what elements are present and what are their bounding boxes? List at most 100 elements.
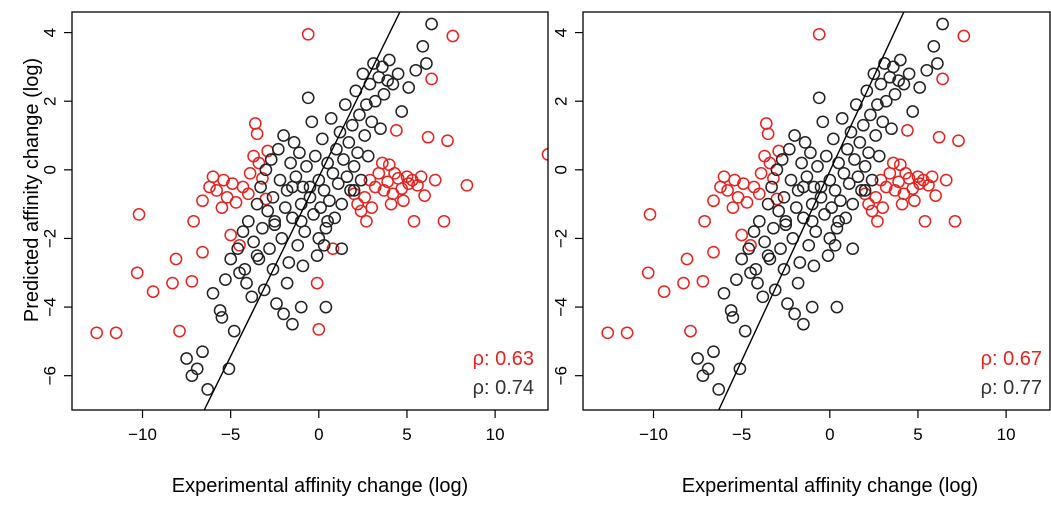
data-point-black: [308, 149, 322, 163]
data-point-black: [326, 166, 340, 180]
data-point-black: [851, 170, 865, 184]
data-point-black: [811, 160, 824, 173]
data-point-black: [250, 249, 264, 262]
data-point-red: [883, 166, 897, 180]
data-point-black: [805, 300, 819, 314]
data-point-red: [185, 274, 199, 288]
data-point-black: [902, 67, 916, 81]
data-point-black: [180, 352, 193, 365]
data-point-black: [860, 84, 874, 98]
data-point-black: [222, 362, 236, 376]
data-point-black: [897, 77, 911, 91]
data-point-black: [826, 132, 840, 146]
data-point-black: [809, 225, 823, 238]
data-point-black: [730, 273, 743, 286]
data-point-black: [777, 262, 791, 276]
data-point-black: [712, 383, 726, 396]
data-point-black: [236, 225, 250, 238]
data-point-red: [761, 127, 775, 141]
fit-line: [203, 12, 401, 410]
data-point-black: [691, 352, 704, 365]
data-point-black: [264, 153, 278, 166]
data-point-black: [291, 238, 305, 252]
data-point-black: [294, 197, 308, 211]
data-point-black: [315, 132, 329, 146]
data-point-red: [326, 242, 340, 256]
data-point-black: [782, 142, 796, 156]
fit-line: [718, 12, 905, 410]
data-point-red: [301, 27, 315, 41]
data-point-black: [797, 317, 810, 331]
x-tick-label: 10: [997, 425, 1016, 444]
data-point-red: [936, 72, 949, 86]
data-point-black: [294, 300, 308, 314]
data-point-red: [939, 173, 953, 187]
data-point-red: [418, 189, 431, 202]
data-point-black: [375, 60, 389, 74]
data-point-black: [888, 87, 902, 101]
data-point-black: [337, 153, 350, 166]
data-point-black: [761, 249, 775, 262]
data-point-black: [213, 304, 227, 317]
data-point-red: [871, 214, 884, 228]
data-point-black: [825, 201, 838, 214]
data-point-red: [250, 127, 264, 141]
data-point-black: [317, 184, 331, 197]
data-point-black: [227, 324, 241, 338]
data-point-black: [206, 286, 220, 300]
data-point-black: [726, 311, 740, 324]
rho-label-red: ρ: 0.63: [473, 348, 534, 370]
data-point-black: [286, 317, 299, 331]
data-point-red: [90, 326, 104, 340]
data-point-black: [765, 180, 778, 194]
data-point-black: [788, 129, 801, 142]
data-point-black: [931, 57, 944, 70]
data-point-black: [266, 190, 280, 204]
data-point-black: [849, 98, 863, 111]
data-point-red: [407, 214, 421, 228]
data-point-black: [767, 221, 780, 235]
data-point-black: [310, 249, 324, 262]
data-point-red: [735, 228, 749, 242]
data-point-black: [742, 242, 756, 256]
data-point-red: [925, 170, 939, 184]
data-point-black: [842, 177, 856, 190]
data-point-black: [240, 276, 253, 290]
data-point-black: [871, 98, 884, 111]
data-point-black: [420, 57, 433, 70]
data-point-black: [307, 208, 320, 221]
rho-label-red: ρ: 0.67: [981, 348, 1042, 370]
data-point-black: [245, 290, 259, 304]
data-point-black: [779, 214, 793, 228]
data-point-black: [738, 324, 752, 338]
y-tick-label: 2: [41, 96, 60, 105]
data-point-black: [701, 362, 715, 376]
data-point-red: [721, 184, 734, 197]
data-point-black: [818, 208, 831, 221]
data-point-red: [411, 178, 424, 192]
x-tick-label: −10: [128, 425, 157, 444]
data-point-black: [823, 173, 837, 187]
data-point-black: [856, 118, 870, 132]
data-point-black: [268, 218, 282, 232]
data-point-red: [437, 214, 451, 228]
data-point-black: [402, 81, 416, 94]
data-point-black: [330, 142, 343, 156]
data-point-red: [862, 197, 875, 211]
data-point-black: [256, 221, 269, 235]
data-point-black: [793, 256, 807, 269]
data-point-black: [751, 276, 764, 290]
x-axis-label-left: Experimental affinity change (log): [172, 475, 468, 497]
x-tick-label: 5: [402, 425, 411, 444]
data-point-red: [895, 197, 909, 211]
data-point-red: [397, 194, 410, 208]
data-point-black: [886, 60, 900, 74]
data-point-black: [800, 170, 814, 184]
data-point-black: [774, 242, 787, 256]
data-point-black: [353, 108, 366, 122]
data-point-black: [356, 67, 370, 81]
data-point-black: [331, 177, 345, 190]
data-point-red: [643, 208, 657, 221]
data-point-black: [788, 307, 801, 321]
